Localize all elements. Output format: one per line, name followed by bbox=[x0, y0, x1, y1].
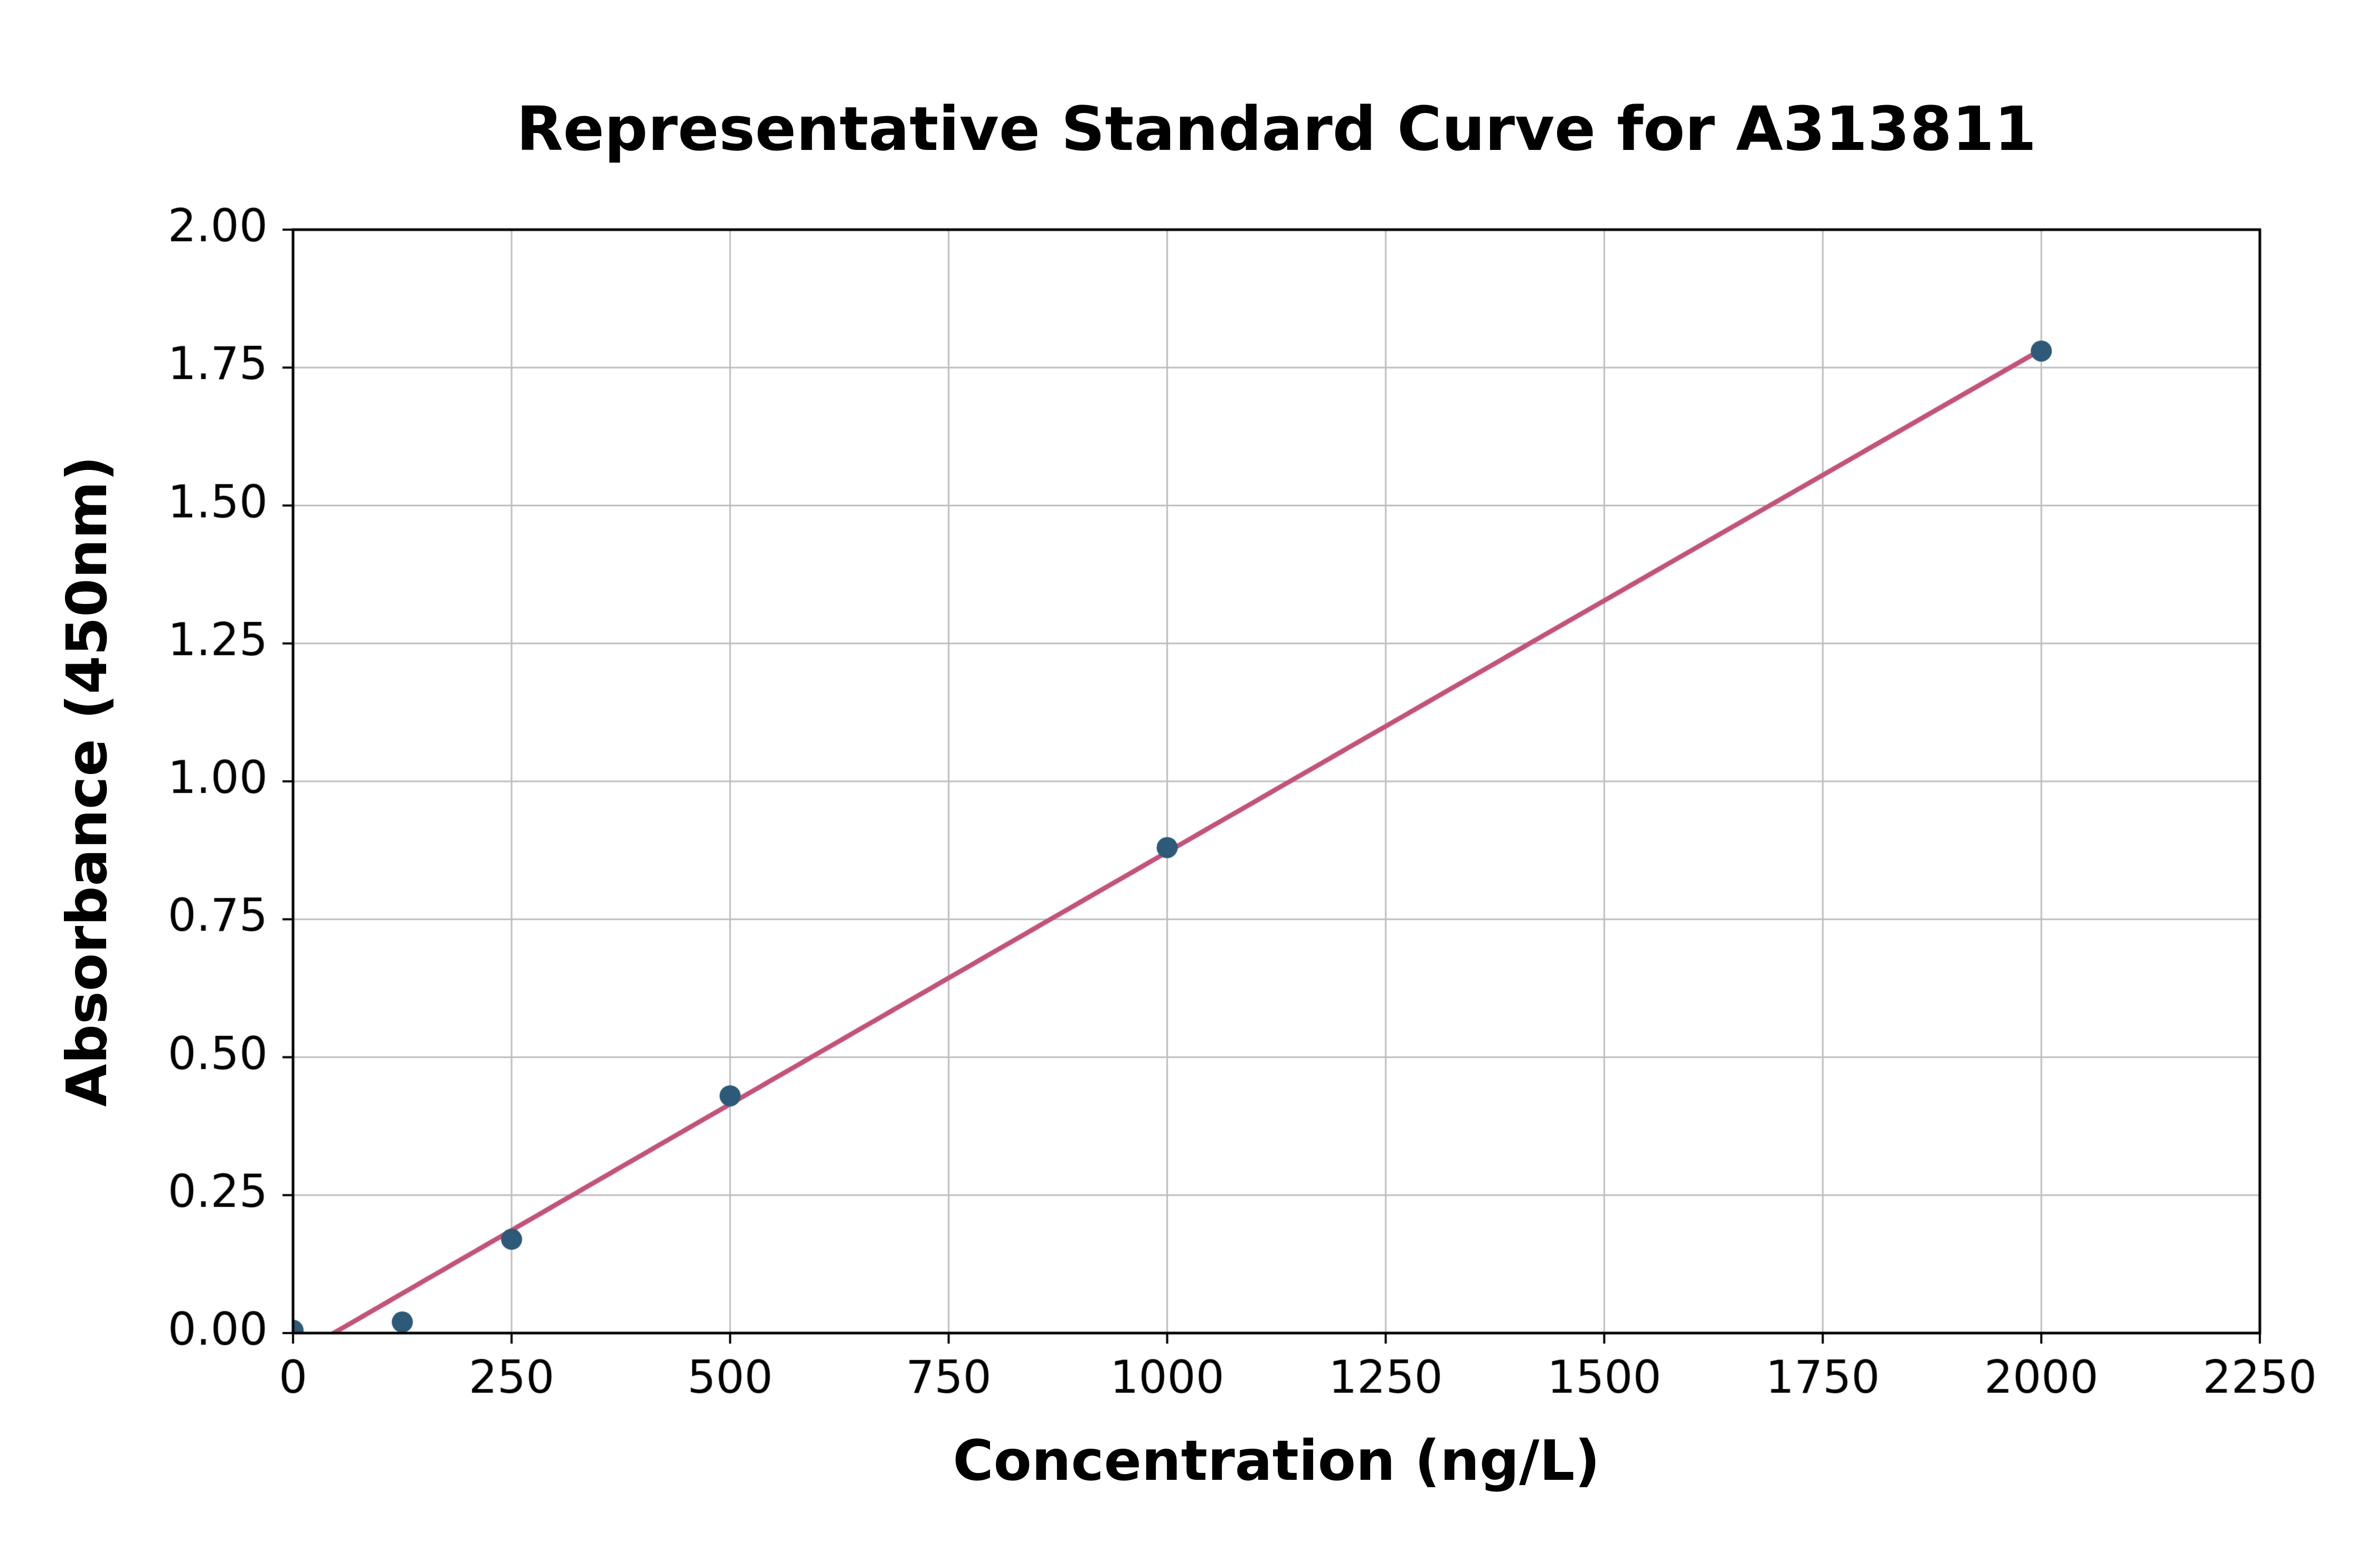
chart-title: Representative Standard Curve for A31381… bbox=[516, 94, 2036, 165]
x-axis-label: Concentration (ng/L) bbox=[953, 1429, 1600, 1493]
y-axis-label: Absorbance (450nm) bbox=[55, 456, 119, 1107]
